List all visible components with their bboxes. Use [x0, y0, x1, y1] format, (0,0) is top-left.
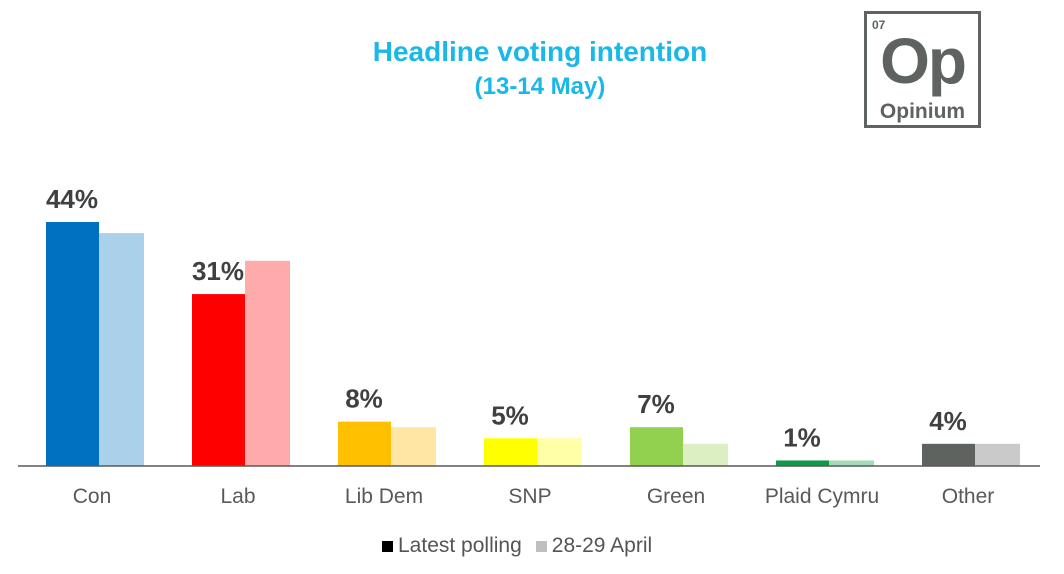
category-label-other: Other: [942, 485, 995, 508]
value-label-lib-dem: 8%: [345, 384, 383, 414]
logo-name: Opinium: [879, 100, 966, 123]
chart-legend: Latest polling 28-29 April: [382, 534, 666, 558]
bar-latest-plaid-cymru: [776, 460, 829, 466]
bar-latest-green: [630, 427, 683, 466]
category-label-green: Green: [647, 485, 705, 508]
opinium-logo: 07 Op Opinium: [864, 11, 981, 128]
legend-item-latest: Latest polling: [382, 534, 522, 558]
bar-previous-plaid-cymru: [829, 460, 874, 466]
bar-previous-lib-dem: [391, 427, 436, 466]
bar-latest-con: [46, 222, 99, 466]
legend-label-previous: 28-29 April: [551, 534, 653, 557]
logo-number: 07: [872, 18, 886, 32]
bar-previous-other: [975, 443, 1020, 466]
category-label-lab: Lab: [220, 485, 255, 508]
legend-label-latest: Latest polling: [398, 534, 522, 557]
category-label-snp: SNP: [508, 485, 551, 508]
value-label-lab: 31%: [192, 256, 244, 286]
logo-symbol: Op: [880, 25, 967, 97]
value-label-other: 4%: [929, 406, 967, 436]
value-label-green: 7%: [637, 389, 675, 419]
bar-previous-lab: [245, 260, 290, 466]
bar-latest-lab: [192, 294, 245, 466]
value-label-con: 44%: [46, 184, 98, 214]
bar-latest-lib-dem: [338, 421, 391, 466]
category-label-con: Con: [73, 485, 112, 508]
bar-previous-snp: [537, 438, 582, 466]
bar-latest-other: [922, 443, 975, 466]
category-label-lib-dem: Lib Dem: [345, 485, 423, 508]
bar-latest-snp: [484, 438, 537, 466]
legend-item-previous: 28-29 April: [535, 534, 653, 558]
bar-previous-con: [99, 233, 144, 466]
value-label-snp: 5%: [491, 400, 529, 430]
chart-subtitle: (13-14 May): [474, 73, 606, 100]
legend-swatch-latest: [382, 540, 393, 552]
legend-swatch-previous: [535, 540, 547, 552]
value-label-plaid-cymru: 1%: [783, 422, 821, 452]
bar-previous-green: [683, 443, 728, 466]
category-label-plaid-cymru: Plaid Cymru: [765, 485, 879, 508]
chart-title: Headline voting intention: [372, 36, 708, 67]
